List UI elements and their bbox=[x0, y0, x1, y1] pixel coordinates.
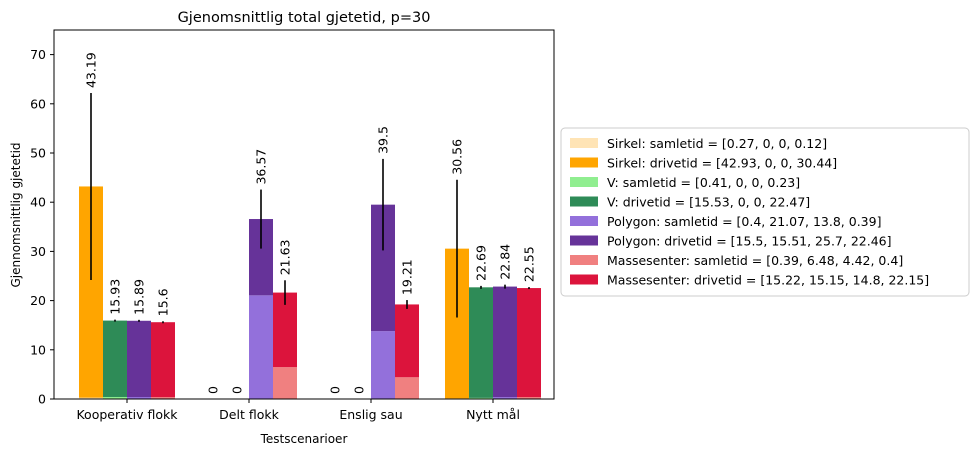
value-label-massesenter-0: 15.6 bbox=[156, 288, 171, 316]
legend-entry-6: Massesenter: samletid = [0.39, 6.48, 4.4… bbox=[607, 253, 903, 268]
plot-frame bbox=[53, 29, 555, 400]
legend-entry-1: Sirkel: drivetid = [42.93, 0, 0, 30.44] bbox=[607, 156, 837, 171]
legend-swatch-6 bbox=[570, 255, 598, 265]
y-tick-label-40: 40 bbox=[30, 195, 46, 210]
y-tick-label-50: 50 bbox=[30, 146, 46, 161]
bar-massesenter-samletid-0 bbox=[151, 397, 175, 399]
bar-massesenter-samletid-1 bbox=[273, 367, 297, 399]
legend-entry-2: V: samletid = [0.41, 0, 0, 0.23] bbox=[607, 175, 800, 190]
y-tick-label-60: 60 bbox=[30, 96, 46, 111]
value-label-v-3: 22.69 bbox=[474, 245, 489, 281]
legend-entry-0: Sirkel: samletid = [0.27, 0, 0, 0.12] bbox=[607, 136, 827, 151]
y-tick-label-0: 0 bbox=[38, 392, 46, 407]
value-label-massesenter-2: 19.21 bbox=[400, 259, 415, 295]
x-axis-label: Testscenarioer bbox=[260, 432, 348, 446]
x-tick-label-0: Kooperativ flokk bbox=[76, 407, 178, 422]
legend-swatch-3 bbox=[570, 196, 598, 207]
bar-massesenter-samletid-3 bbox=[517, 397, 541, 399]
y-tick-label-70: 70 bbox=[30, 47, 46, 62]
legend-swatch-2 bbox=[570, 177, 598, 187]
x-axis: Kooperativ flokk Delt flokk Enslig sau Nytt… bbox=[76, 399, 520, 422]
value-label-v-0: 15.93 bbox=[108, 279, 123, 315]
legend-frame bbox=[560, 127, 970, 297]
value-label-massesenter-1: 21.63 bbox=[278, 239, 293, 275]
y-axis: 0 10 20 30 40 50 60 70 bbox=[30, 47, 54, 407]
value-label-polygon-1: 36.57 bbox=[254, 149, 269, 185]
bar-v-samletid-0 bbox=[103, 396, 127, 399]
y-tick-label-30: 30 bbox=[30, 244, 46, 259]
value-label-polygon-0: 15.89 bbox=[132, 279, 147, 315]
value-label-massesenter-3: 22.55 bbox=[522, 246, 537, 282]
legend-entry-4: Polygon: samletid = [0.4, 21.07, 13.8, 0… bbox=[607, 214, 881, 229]
legend-entry-7: Massesenter: drivetid = [15.22, 15.15, 1… bbox=[607, 273, 929, 288]
x-tick-label-1: Delt flokk bbox=[219, 407, 279, 422]
legend: Sirkel: samletid = [0.27, 0, 0, 0.12] Sir… bbox=[560, 127, 970, 297]
y-axis-label: Gjennomsnittlig gjetetid bbox=[9, 142, 23, 287]
bar-massesenter-drivetid-2 bbox=[395, 304, 419, 378]
y-tick-label-20: 20 bbox=[30, 293, 46, 308]
value-label-sirkel-2: 0 bbox=[328, 386, 343, 394]
legend-swatch-4 bbox=[570, 216, 598, 226]
x-tick-label-3: Nytt mål bbox=[466, 407, 520, 422]
bar-polygon-samletid-2 bbox=[371, 331, 395, 399]
value-label-sirkel-0: 43.19 bbox=[84, 52, 99, 88]
bar-polygon-samletid-3 bbox=[493, 397, 517, 399]
legend-swatch-0 bbox=[570, 138, 598, 148]
bar-polygon-samletid-1 bbox=[249, 295, 273, 399]
x-tick-label-2: Enslig sau bbox=[339, 407, 402, 422]
legend-swatch-5 bbox=[570, 235, 598, 246]
chart-title: Gjenomsnittlig total gjetetid, p=30 bbox=[178, 10, 431, 26]
legend-entry-5: Polygon: drivetid = [15.5, 15.51, 25.7, … bbox=[607, 234, 892, 249]
bar-v-drivetid-0 bbox=[103, 320, 127, 397]
value-label-v-2: 0 bbox=[352, 386, 367, 394]
bar-sirkel-samletid-0 bbox=[79, 397, 103, 399]
value-label-sirkel-1: 0 bbox=[206, 386, 221, 394]
y-tick-label-10: 10 bbox=[30, 342, 46, 357]
bar-massesenter-drivetid-1 bbox=[273, 292, 297, 368]
legend-swatch-1 bbox=[570, 157, 598, 168]
value-label-polygon-2: 39.5 bbox=[376, 126, 391, 154]
legend-entry-3: V: drivetid = [15.53, 0, 0, 22.47] bbox=[607, 195, 810, 210]
bar-polygon-drivetid-0 bbox=[127, 320, 151, 398]
legend-swatch-7 bbox=[570, 274, 598, 285]
bar-polygon-samletid-0 bbox=[127, 397, 151, 399]
bar-v-samletid-3 bbox=[469, 397, 493, 399]
bar-massesenter-drivetid-3 bbox=[517, 288, 541, 398]
value-label-polygon-3: 22.84 bbox=[498, 244, 513, 280]
value-label-v-1: 0 bbox=[230, 386, 245, 394]
plot-area: 43.19 15.93 15.89 15.6 0 0 36.57 21.63 0 0 39.5 19.… bbox=[53, 29, 555, 400]
bar-massesenter-samletid-2 bbox=[395, 377, 419, 399]
bar-v-drivetid-3 bbox=[469, 287, 493, 398]
value-label-sirkel-3: 30.56 bbox=[450, 139, 465, 175]
bar-massesenter-drivetid-0 bbox=[151, 322, 175, 398]
bar-polygon-drivetid-3 bbox=[493, 286, 517, 398]
